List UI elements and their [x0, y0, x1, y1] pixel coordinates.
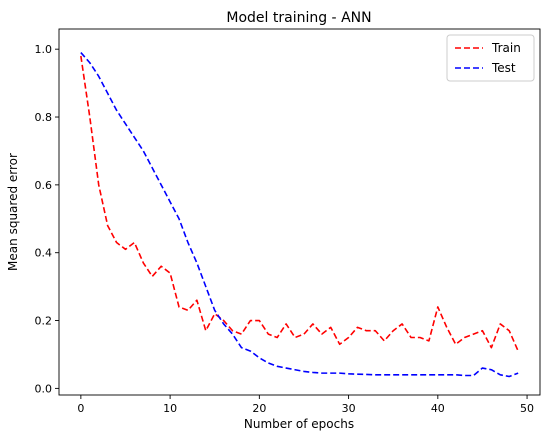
legend-label-train: Train: [491, 41, 521, 55]
chart-title: Model training - ANN: [226, 10, 371, 26]
plot-area: 0 10 20 30 40 50 0.0 0.2 0.4 0.6 0.8 1.0: [35, 28, 541, 415]
x-axis-label: Number of epochs: [244, 417, 354, 431]
x-tick-label: 0: [77, 402, 84, 415]
plot-frame: [58, 28, 541, 396]
y-tick-label: 0.0: [35, 382, 53, 395]
x-tick-label: 50: [520, 402, 534, 415]
x-tick-label: 30: [342, 402, 356, 415]
x-tick-label: 40: [431, 402, 445, 415]
y-tick-label: 1.0: [35, 43, 53, 56]
y-tick-label: 0.8: [35, 111, 53, 124]
legend-label-test: Test: [491, 61, 516, 75]
y-tick-label: 0.4: [35, 247, 53, 260]
legend-box: [446, 34, 535, 82]
x-tick-label: 20: [252, 402, 266, 415]
x-tick-label: 10: [163, 402, 177, 415]
legend: Train Test: [446, 34, 535, 82]
y-tick-label: 0.6: [35, 179, 53, 192]
y-tick-label: 0.2: [35, 315, 53, 328]
series-line-test: [80, 52, 519, 378]
y-axis-label: Mean squared error: [6, 153, 20, 271]
series-line-train: [80, 55, 519, 352]
